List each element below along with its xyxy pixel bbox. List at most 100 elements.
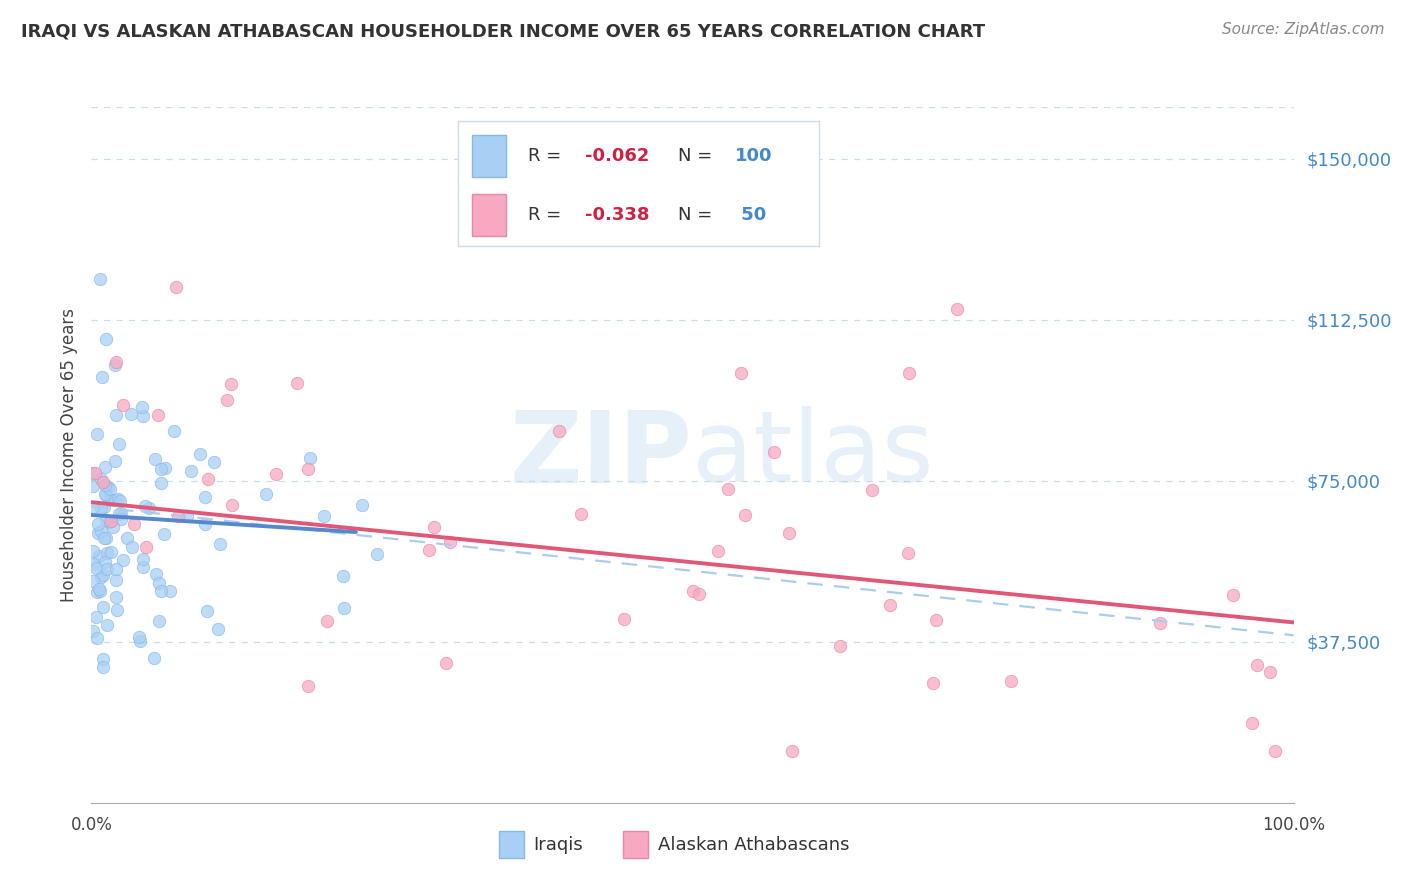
- Point: [90, 472, 112, 486]
- Point: [434, 657, 457, 671]
- Point: [333, 600, 356, 615]
- Point: [1240, 715, 1263, 730]
- Point: [94, 332, 117, 346]
- Text: 50: 50: [734, 206, 766, 224]
- Point: [110, 512, 132, 526]
- Y-axis label: Householder Income Over 65 years: Householder Income Over 65 years: [59, 308, 77, 602]
- Point: [423, 520, 446, 534]
- Point: [254, 487, 277, 501]
- Point: [83, 557, 105, 571]
- Point: [82, 466, 104, 480]
- Point: [1246, 658, 1268, 673]
- Text: N =: N =: [678, 147, 718, 165]
- Point: [350, 498, 373, 512]
- Point: [100, 492, 122, 507]
- Point: [219, 377, 242, 392]
- Point: [82, 624, 104, 639]
- Point: [682, 584, 704, 599]
- Point: [108, 437, 131, 451]
- Bar: [472, 194, 506, 235]
- Point: [82, 500, 104, 514]
- Point: [121, 541, 143, 555]
- Point: [180, 464, 202, 478]
- Point: [194, 516, 217, 531]
- Point: [111, 399, 134, 413]
- Point: [734, 508, 756, 522]
- Point: [209, 537, 232, 551]
- Point: [332, 569, 354, 583]
- Point: [1149, 616, 1171, 631]
- Point: [197, 473, 219, 487]
- Point: [94, 555, 117, 569]
- Point: [93, 651, 115, 665]
- Point: [138, 500, 160, 515]
- Point: [569, 507, 592, 521]
- Point: [94, 478, 117, 492]
- Point: [105, 354, 128, 368]
- Point: [96, 562, 118, 576]
- Text: R =: R =: [527, 206, 567, 224]
- Point: [193, 490, 215, 504]
- Point: [98, 482, 121, 496]
- Point: [1222, 588, 1244, 602]
- Point: [202, 455, 225, 469]
- Point: [100, 514, 122, 528]
- Point: [762, 444, 785, 458]
- Point: [1000, 673, 1022, 688]
- Point: [110, 506, 132, 520]
- Point: [1258, 665, 1281, 680]
- Text: Iraqis: Iraqis: [533, 836, 582, 854]
- Text: atlas: atlas: [692, 407, 934, 503]
- Point: [87, 549, 110, 563]
- Point: [613, 611, 636, 625]
- Point: [828, 639, 851, 653]
- Point: [128, 630, 150, 644]
- Text: ZIP: ZIP: [509, 407, 692, 503]
- Point: [217, 393, 239, 408]
- Point: [82, 574, 104, 589]
- Point: [97, 515, 120, 529]
- Point: [366, 547, 388, 561]
- Point: [176, 508, 198, 523]
- Point: [82, 479, 104, 493]
- Point: [91, 475, 114, 489]
- Point: [148, 409, 170, 423]
- Point: [264, 467, 287, 481]
- Bar: [472, 135, 506, 177]
- Point: [153, 527, 176, 541]
- Point: [122, 517, 145, 532]
- Point: [129, 634, 152, 648]
- Point: [150, 584, 173, 599]
- Point: [188, 447, 211, 461]
- Point: [879, 598, 901, 612]
- Point: [148, 576, 170, 591]
- Point: [87, 516, 110, 531]
- Point: [91, 599, 114, 614]
- Point: [90, 570, 112, 584]
- Point: [103, 492, 125, 507]
- Point: [163, 424, 186, 438]
- Point: [143, 651, 166, 665]
- Point: [105, 562, 128, 576]
- Point: [860, 483, 883, 497]
- Text: 100: 100: [734, 147, 772, 165]
- Point: [925, 614, 948, 628]
- Point: [707, 543, 730, 558]
- Point: [83, 466, 105, 480]
- Point: [112, 553, 135, 567]
- Point: [87, 526, 110, 541]
- Point: [86, 585, 108, 599]
- Text: R =: R =: [527, 147, 567, 165]
- Point: [131, 552, 153, 566]
- Point: [150, 476, 173, 491]
- Point: [688, 587, 710, 601]
- Point: [89, 272, 111, 286]
- Point: [135, 541, 157, 555]
- Point: [96, 546, 118, 560]
- Point: [100, 545, 122, 559]
- Point: [132, 560, 155, 574]
- Point: [84, 561, 107, 575]
- Point: [86, 610, 108, 624]
- Point: [297, 462, 319, 476]
- Point: [89, 582, 111, 596]
